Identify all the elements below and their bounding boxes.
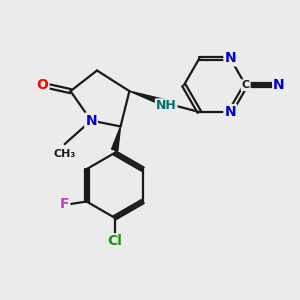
Text: NH: NH: [156, 99, 177, 112]
Text: N: N: [85, 114, 97, 128]
Text: N: N: [224, 105, 236, 119]
Text: N: N: [273, 78, 285, 92]
Text: Cl: Cl: [107, 234, 122, 248]
Text: CH₃: CH₃: [53, 148, 76, 158]
Text: F: F: [60, 197, 69, 212]
Polygon shape: [129, 91, 166, 106]
Text: N: N: [224, 51, 236, 65]
Text: C: C: [242, 80, 250, 90]
Polygon shape: [112, 126, 121, 151]
Text: O: O: [37, 78, 49, 92]
